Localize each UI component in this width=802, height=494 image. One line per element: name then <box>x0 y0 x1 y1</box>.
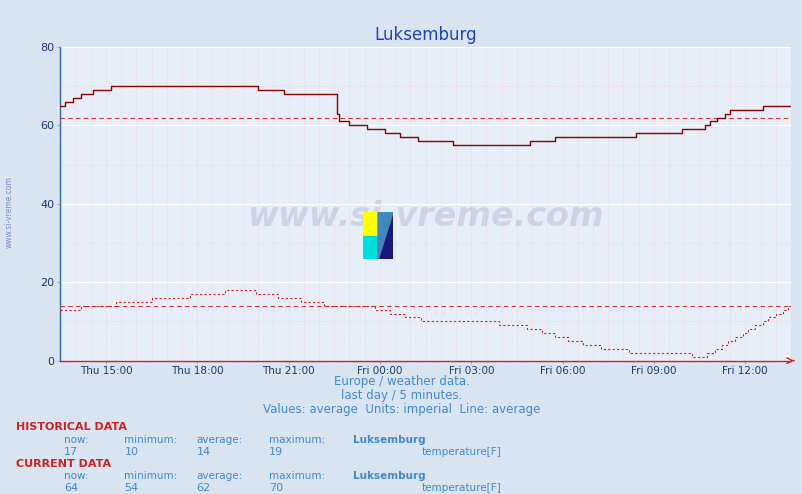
Text: temperature[F]: temperature[F] <box>421 483 500 493</box>
Text: CURRENT DATA: CURRENT DATA <box>16 459 111 469</box>
Text: www.si-vreme.com: www.si-vreme.com <box>5 176 14 248</box>
Polygon shape <box>378 212 393 259</box>
Text: 64: 64 <box>64 483 79 493</box>
Text: 62: 62 <box>196 483 211 493</box>
Title: Luksemburg: Luksemburg <box>374 26 476 44</box>
Text: 70: 70 <box>269 483 283 493</box>
Text: Luksemburg: Luksemburg <box>353 471 425 481</box>
Text: last day / 5 minutes.: last day / 5 minutes. <box>340 389 462 402</box>
Text: 54: 54 <box>124 483 139 493</box>
Text: Values: average  Units: imperial  Line: average: Values: average Units: imperial Line: av… <box>262 403 540 416</box>
Text: Luksemburg: Luksemburg <box>353 435 425 445</box>
Text: 10: 10 <box>124 448 138 457</box>
Text: minimum:: minimum: <box>124 471 177 481</box>
Text: maximum:: maximum: <box>269 471 325 481</box>
Text: average:: average: <box>196 435 243 445</box>
Text: now:: now: <box>64 471 89 481</box>
Text: HISTORICAL DATA: HISTORICAL DATA <box>16 422 127 432</box>
Text: 19: 19 <box>269 448 283 457</box>
Text: temperature[F]: temperature[F] <box>421 448 500 457</box>
Text: maximum:: maximum: <box>269 435 325 445</box>
Polygon shape <box>378 212 393 259</box>
Text: now:: now: <box>64 435 89 445</box>
Text: average:: average: <box>196 471 243 481</box>
Text: 17: 17 <box>64 448 79 457</box>
Text: Europe / weather data.: Europe / weather data. <box>333 375 469 388</box>
Bar <box>363 236 378 259</box>
Bar <box>363 212 378 236</box>
Text: 14: 14 <box>196 448 211 457</box>
Text: minimum:: minimum: <box>124 435 177 445</box>
Text: www.si-vreme.com: www.si-vreme.com <box>247 200 603 233</box>
